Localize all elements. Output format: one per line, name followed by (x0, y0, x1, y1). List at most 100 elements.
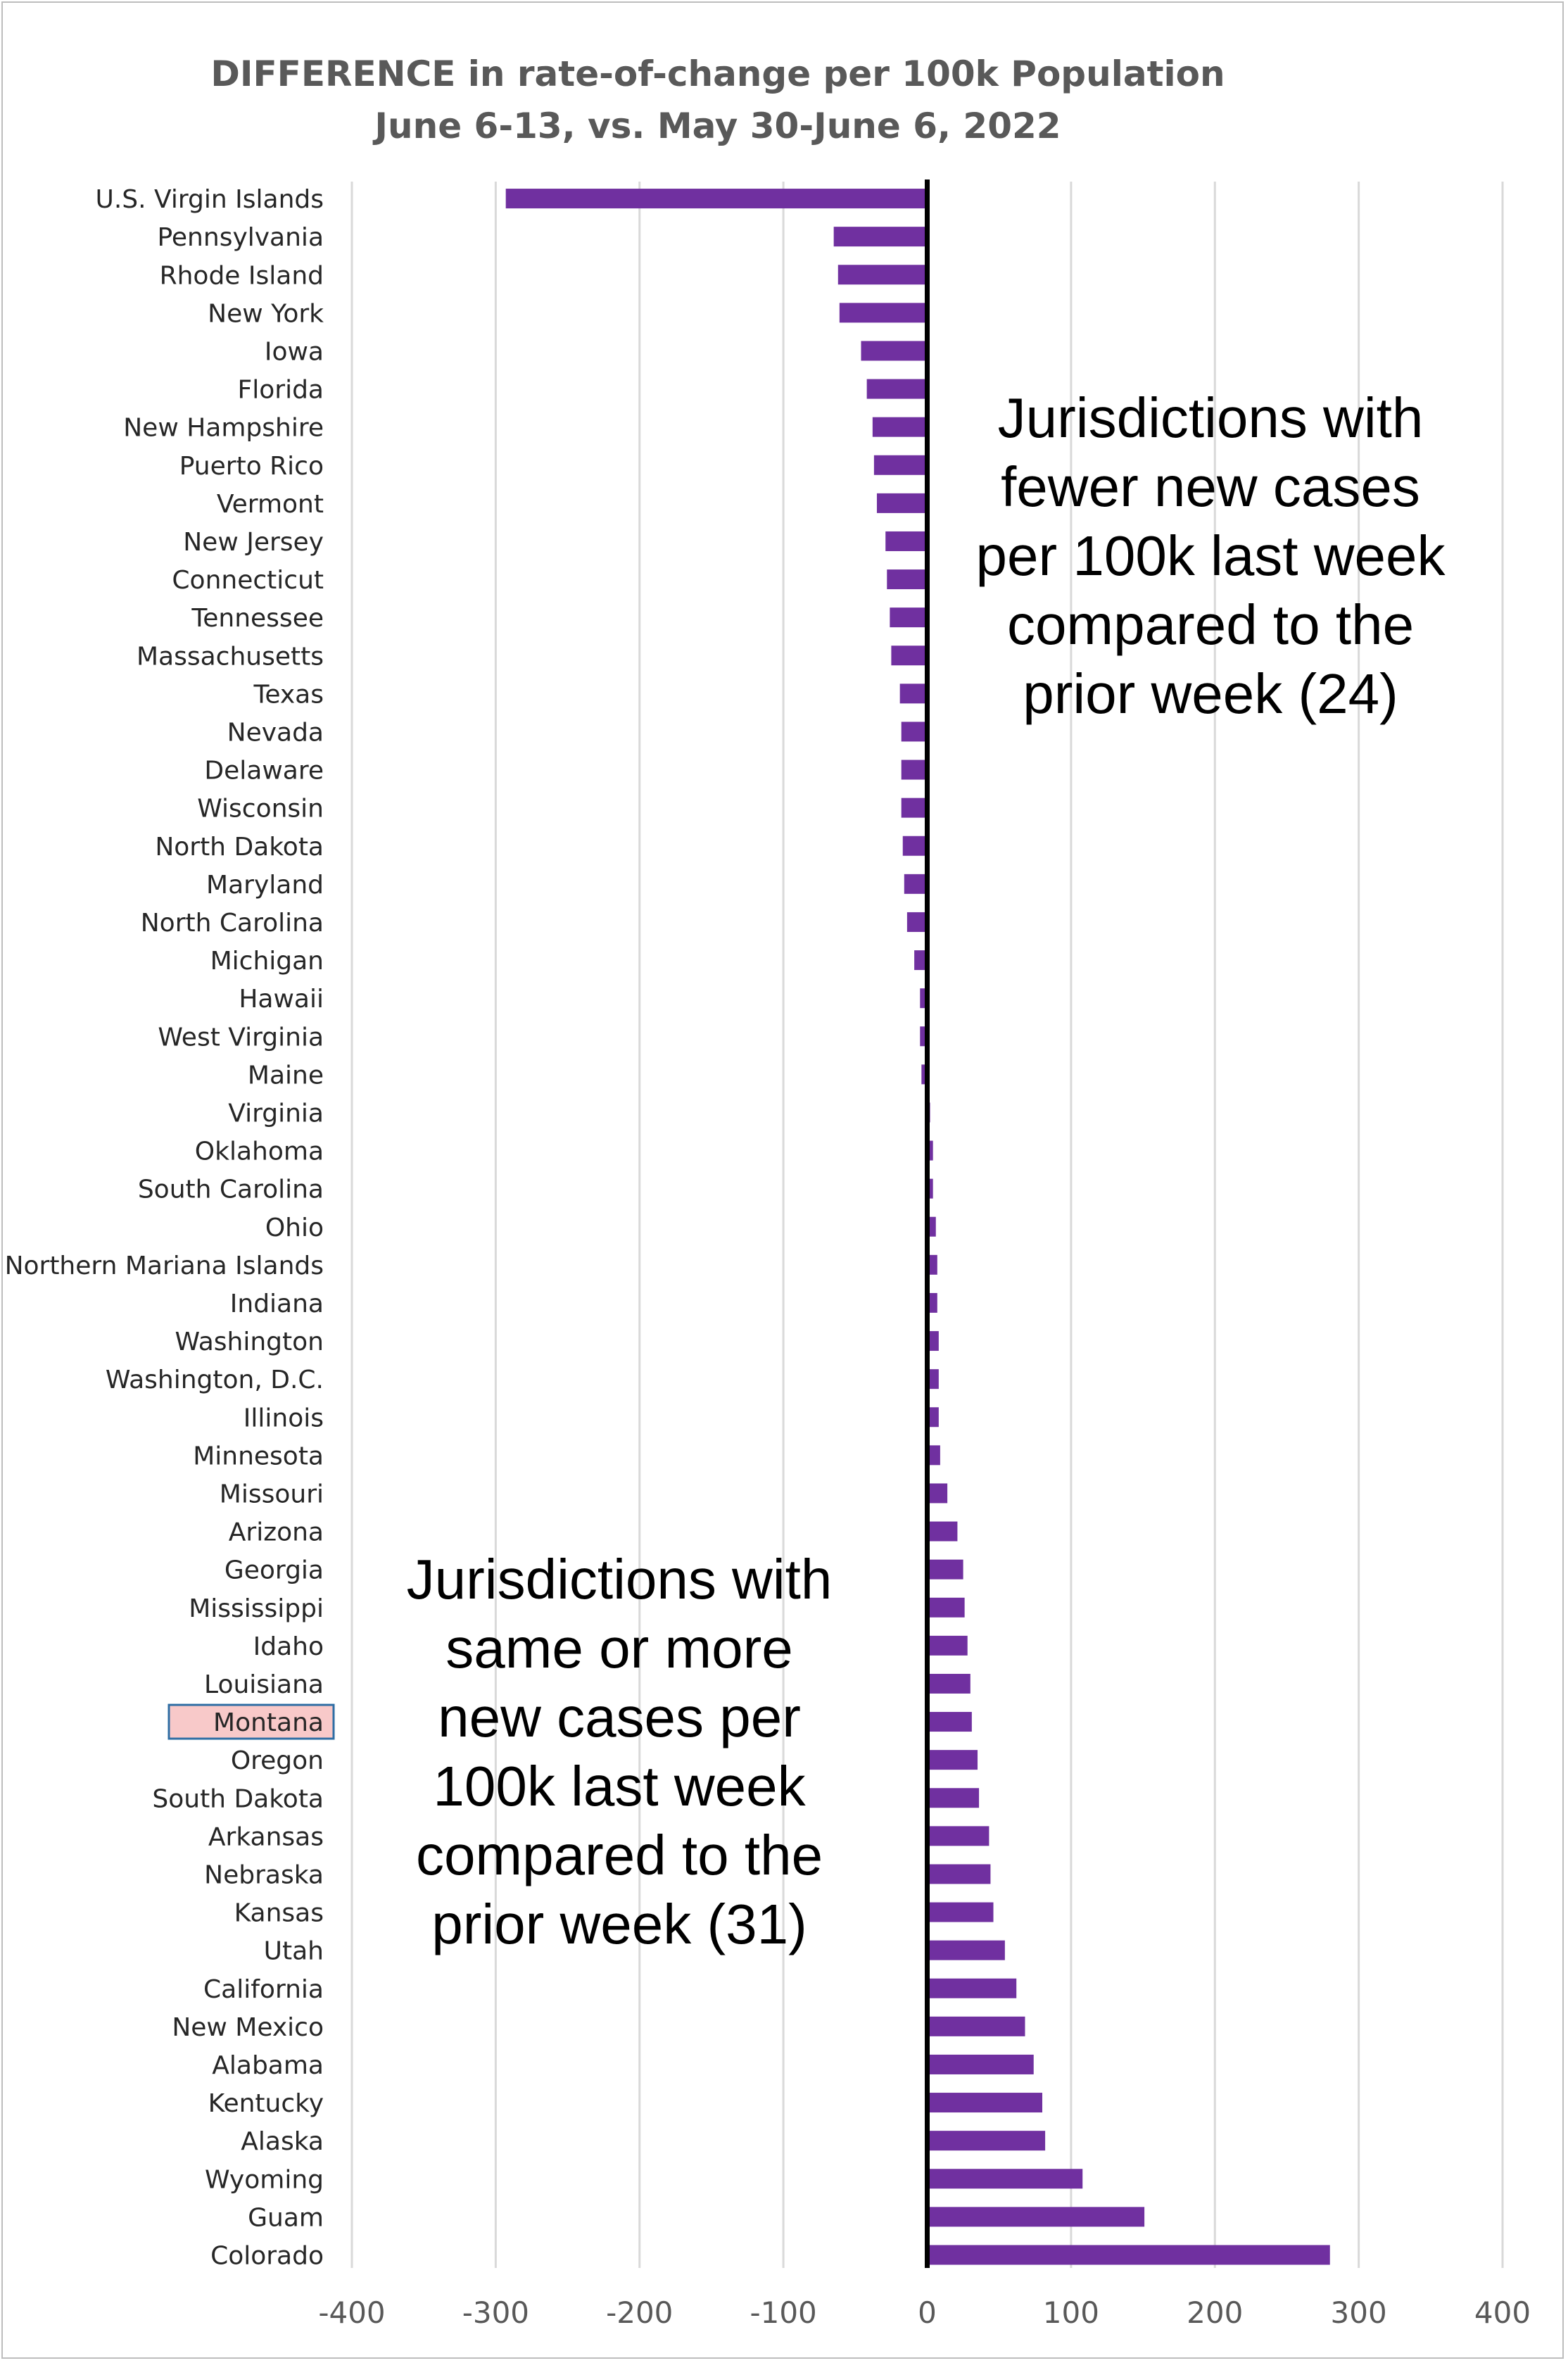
category-label: Arizona (229, 1518, 324, 1547)
category-label: Louisiana (204, 1670, 324, 1699)
category-label: Texas (253, 680, 324, 709)
category-label: Michigan (210, 947, 324, 976)
bar (927, 2245, 1330, 2265)
annotation-line: Jurisdictions with (997, 386, 1424, 449)
chart-title: DIFFERENCE in rate-of-change per 100k Po… (210, 53, 1225, 94)
x-tick-label: -400 (318, 2295, 385, 2330)
bar (839, 303, 928, 323)
bar (927, 1712, 972, 1732)
bar (927, 1635, 968, 1656)
bar (920, 1026, 928, 1047)
bar (927, 1369, 939, 1390)
category-label: South Carolina (138, 1176, 324, 1204)
category-label: New Mexico (172, 2013, 324, 2042)
category-label: North Dakota (155, 833, 324, 862)
category-label: New Hampshire (123, 414, 324, 443)
bar (927, 1483, 948, 1504)
category-label: Tennessee (191, 604, 324, 633)
bar (872, 417, 928, 437)
x-tick-label: 300 (1331, 2295, 1387, 2330)
bars (505, 189, 1330, 2265)
bar (914, 950, 928, 971)
category-label: Idaho (253, 1632, 324, 1661)
bar (902, 836, 928, 856)
bar (927, 1940, 1005, 1960)
bar (901, 798, 928, 818)
category-label: North Carolina (141, 909, 324, 938)
category-label: New York (208, 299, 324, 328)
bar (921, 1064, 928, 1085)
category-label: Oklahoma (195, 1138, 324, 1166)
bar (927, 1178, 933, 1199)
category-label: Nevada (227, 718, 324, 747)
bar (885, 531, 928, 551)
category-label: Florida (238, 376, 324, 405)
bar (927, 1254, 937, 1275)
category-label: Northern Mariana Islands (5, 1252, 324, 1280)
bar (927, 2207, 1145, 2227)
category-label: Washington (175, 1328, 324, 1356)
category-labels: U.S. Virgin Islands Pennsylvania Rhode Isl… (5, 185, 335, 2270)
category-label: Pennsylvania (157, 223, 324, 252)
category-label: Georgia (225, 1556, 324, 1585)
category-label: Rhode Island (160, 261, 324, 290)
annotation-line: prior week (31) (431, 1893, 807, 1955)
category-label: California (203, 1975, 324, 2004)
bar (927, 1521, 958, 1542)
category-label: Puerto Rico (179, 452, 324, 481)
x-tick-label: 400 (1474, 2295, 1531, 2330)
category-label: Washington, D.C. (106, 1366, 324, 1394)
bar (927, 1331, 939, 1351)
annotation-line: same or more (445, 1617, 793, 1680)
category-label: Utah (264, 1937, 324, 1966)
bar (927, 1673, 970, 1694)
category-label: Montana (213, 1708, 324, 1737)
category-label: U.S. Virgin Islands (95, 185, 324, 214)
category-label: Virginia (228, 1099, 324, 1128)
bar (927, 1292, 937, 1313)
category-label: Indiana (230, 1290, 324, 1318)
category-label: Ohio (265, 1214, 324, 1242)
category-label: Massachusetts (137, 642, 324, 671)
bar (927, 1407, 939, 1428)
x-tick-label: -100 (750, 2295, 816, 2330)
category-label: New Jersey (183, 528, 324, 557)
chart-subtitle: June 6-13, vs. May 30-June 6, 2022 (374, 106, 1061, 146)
category-label: South Dakota (152, 1784, 324, 1813)
bar (873, 455, 928, 475)
annotation-line: new cases per (438, 1686, 801, 1748)
annotation-more-cases: Jurisdictions with same or more new case… (373, 1545, 866, 1959)
category-label: Delaware (204, 757, 324, 786)
category-label: Connecticut (172, 566, 324, 595)
bar (876, 493, 928, 513)
annotation-line: fewer new cases (1001, 455, 1420, 518)
bar (927, 2131, 1046, 2151)
category-label: Vermont (217, 490, 324, 519)
bar (901, 760, 928, 780)
bar (861, 341, 928, 361)
annotation-line: prior week (24) (1023, 662, 1398, 725)
bar (899, 683, 928, 704)
category-label: Arkansas (208, 1822, 324, 1851)
category-label: Maine (248, 1061, 324, 1090)
annotation-line: Jurisdictions with (406, 1548, 833, 1611)
bar (927, 1140, 933, 1161)
bar (927, 2016, 1025, 2036)
category-label: Colorado (210, 2241, 324, 2270)
bar (927, 1826, 990, 1846)
x-tick-label: 100 (1043, 2295, 1099, 2330)
bar (833, 227, 928, 247)
bar (927, 1445, 940, 1466)
x-tick-label: -200 (606, 2295, 673, 2330)
category-label: West Virginia (158, 1023, 324, 1052)
x-tick-label: 200 (1187, 2295, 1243, 2330)
category-label: Guam (248, 2203, 324, 2232)
bar (891, 645, 928, 666)
bar (927, 1978, 1017, 1998)
bar (927, 2093, 1042, 2113)
bar (837, 265, 928, 285)
category-label: Kentucky (208, 2089, 324, 2118)
category-label: Iowa (265, 337, 324, 366)
